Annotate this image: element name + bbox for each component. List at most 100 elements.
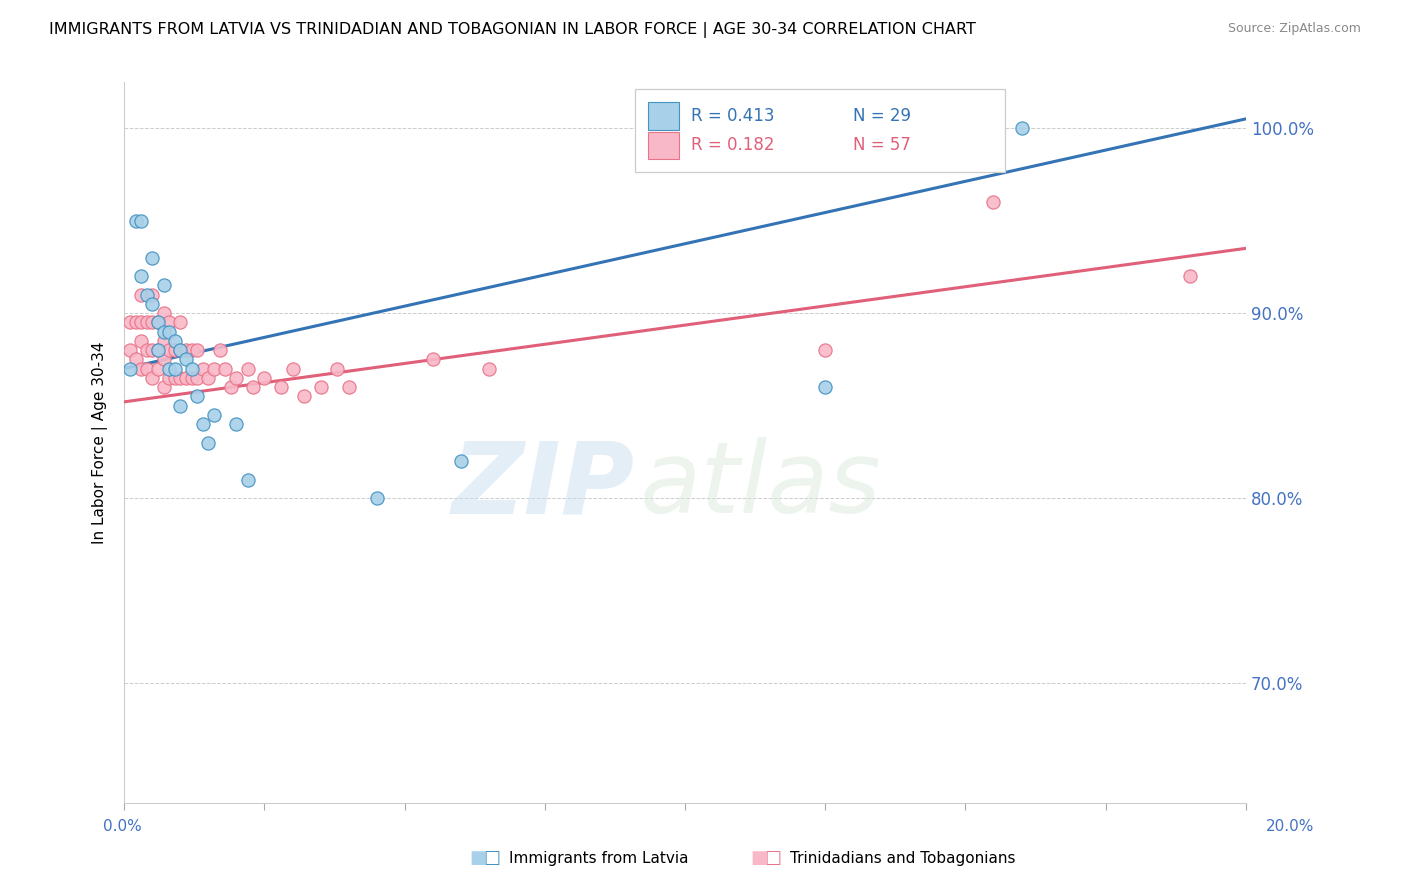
Text: Immigrants from Latvia: Immigrants from Latvia — [509, 851, 689, 865]
Point — [270, 380, 292, 394]
Y-axis label: In Labor Force | Age 30-34: In Labor Force | Age 30-34 — [93, 342, 108, 544]
Point — [253, 371, 276, 385]
Point — [169, 343, 191, 357]
Point — [129, 315, 152, 329]
Point — [124, 315, 146, 329]
Point — [1178, 269, 1201, 284]
Point — [208, 343, 231, 357]
Point — [135, 343, 157, 357]
Point — [129, 361, 152, 376]
Bar — [648, 102, 679, 129]
Point — [180, 361, 202, 376]
Point — [983, 195, 1005, 210]
Point — [180, 371, 202, 385]
Point — [118, 315, 141, 329]
Point — [157, 343, 180, 357]
Point — [141, 287, 163, 301]
Point — [157, 371, 180, 385]
Text: ■: ■ — [470, 849, 486, 867]
Text: Source: ZipAtlas.com: Source: ZipAtlas.com — [1227, 22, 1361, 36]
Point — [242, 380, 264, 394]
Point — [186, 371, 208, 385]
Point — [174, 352, 197, 367]
Point — [169, 399, 191, 413]
Point — [146, 361, 169, 376]
Point — [146, 343, 169, 357]
Bar — [634, 89, 1005, 172]
Point — [163, 334, 186, 348]
Point — [478, 361, 501, 376]
Point — [146, 315, 169, 329]
Text: □: □ — [765, 849, 782, 867]
Point — [225, 371, 247, 385]
Point — [163, 343, 186, 357]
Point — [174, 343, 197, 357]
Point — [152, 334, 174, 348]
Point — [118, 343, 141, 357]
Point — [163, 361, 186, 376]
Point — [141, 343, 163, 357]
Point — [157, 325, 180, 339]
Text: R = 0.182: R = 0.182 — [690, 136, 775, 154]
Point — [141, 297, 163, 311]
Point — [169, 371, 191, 385]
Point — [197, 371, 219, 385]
Point — [152, 306, 174, 320]
Point — [141, 251, 163, 265]
Point — [163, 371, 186, 385]
Point — [366, 491, 388, 505]
Point — [118, 361, 141, 376]
Point — [129, 213, 152, 227]
Point — [236, 473, 259, 487]
Point — [202, 408, 225, 422]
Point — [135, 315, 157, 329]
Point — [129, 287, 152, 301]
Point — [157, 361, 180, 376]
Point — [236, 361, 259, 376]
Point — [814, 380, 837, 394]
Point — [309, 380, 332, 394]
Point — [135, 287, 157, 301]
Point — [129, 334, 152, 348]
Text: ZIP: ZIP — [451, 437, 634, 534]
Text: □: □ — [484, 849, 501, 867]
Point — [326, 361, 349, 376]
Point — [169, 315, 191, 329]
Point — [214, 361, 236, 376]
Point — [1011, 121, 1033, 136]
Point — [135, 361, 157, 376]
Text: R = 0.413: R = 0.413 — [690, 107, 775, 125]
Point — [141, 315, 163, 329]
Text: 0.0%: 0.0% — [103, 820, 142, 834]
Point — [141, 371, 163, 385]
Text: N = 57: N = 57 — [853, 136, 911, 154]
Point — [146, 343, 169, 357]
Point — [174, 371, 197, 385]
Point — [124, 352, 146, 367]
Point — [197, 435, 219, 450]
Point — [152, 278, 174, 293]
Point — [169, 343, 191, 357]
Point — [157, 315, 180, 329]
Point — [124, 213, 146, 227]
Point — [281, 361, 304, 376]
Point — [191, 361, 214, 376]
Point — [292, 389, 315, 403]
Point — [450, 454, 472, 468]
Point — [152, 380, 174, 394]
Point — [202, 361, 225, 376]
Bar — [648, 132, 679, 159]
Point — [422, 352, 444, 367]
Text: IMMIGRANTS FROM LATVIA VS TRINIDADIAN AND TOBAGONIAN IN LABOR FORCE | AGE 30-34 : IMMIGRANTS FROM LATVIA VS TRINIDADIAN AN… — [49, 22, 976, 38]
Point — [146, 315, 169, 329]
Point — [191, 417, 214, 431]
Point — [186, 343, 208, 357]
Point — [219, 380, 242, 394]
Point — [814, 343, 837, 357]
Text: ■: ■ — [751, 849, 768, 867]
Text: Trinidadians and Tobagonians: Trinidadians and Tobagonians — [790, 851, 1015, 865]
Point — [152, 352, 174, 367]
Point — [337, 380, 360, 394]
Point — [225, 417, 247, 431]
Text: 20.0%: 20.0% — [1267, 820, 1315, 834]
